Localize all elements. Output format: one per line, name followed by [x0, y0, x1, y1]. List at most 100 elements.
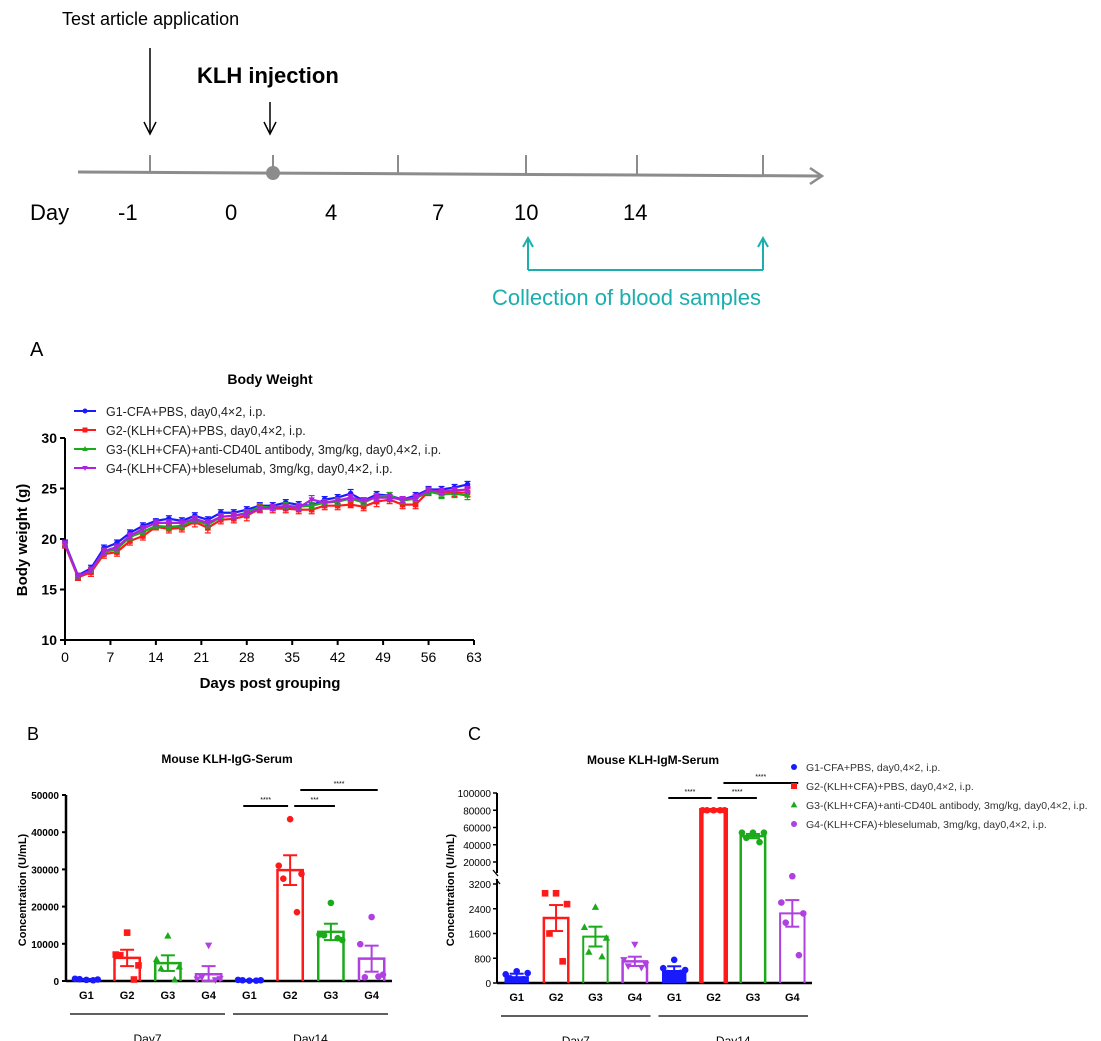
data-point: [334, 498, 341, 504]
data-point: [721, 806, 728, 814]
group-label: Day14: [716, 1034, 751, 1041]
data-point: [62, 542, 68, 548]
data-point: [205, 525, 211, 531]
data-point: [239, 976, 246, 984]
data-point: [153, 518, 159, 524]
x-tick-label: 28: [239, 649, 255, 665]
data-point: [716, 806, 724, 814]
data-point: [243, 512, 250, 519]
data-point: [178, 522, 185, 529]
category-label: G1: [667, 992, 682, 1004]
category-label: G1: [509, 992, 524, 1004]
significance-label: ****: [755, 774, 766, 781]
legend-marker: [82, 427, 88, 433]
data-point: [438, 486, 445, 493]
data-point: [243, 509, 250, 515]
data-point: [257, 976, 265, 984]
data-point: [113, 545, 121, 552]
data-point: [412, 501, 419, 508]
data-point: [117, 952, 124, 959]
data-point: [216, 976, 224, 983]
data-point: [524, 969, 531, 977]
bar-group: [738, 829, 768, 983]
data-point: [681, 966, 689, 974]
data-point: [399, 501, 406, 508]
bar: [504, 976, 529, 983]
chart-title: Mouse KLH-IgM-Serum: [587, 753, 719, 767]
data-point: [75, 574, 81, 581]
data-point: [399, 497, 406, 503]
data-point: [252, 977, 260, 984]
x-tick-label: 63: [466, 649, 482, 665]
data-point: [61, 541, 69, 548]
data-point: [166, 516, 172, 522]
bar: [276, 868, 305, 981]
x-tick-label: 14: [148, 649, 164, 665]
data-point: [282, 505, 289, 512]
data-point: [282, 499, 289, 506]
data-point: [153, 524, 159, 530]
data-point: [760, 829, 768, 836]
data-point: [280, 875, 287, 882]
group-label: Day7: [562, 1034, 590, 1041]
series-2: [62, 486, 471, 582]
data-point: [295, 506, 302, 513]
data-point: [464, 489, 471, 496]
data-point: [192, 512, 198, 519]
y-tick-label: 100000: [458, 789, 492, 800]
data-point: [347, 495, 354, 501]
bar: [113, 956, 142, 981]
data-point: [591, 903, 600, 910]
data-point: [356, 940, 364, 948]
significance-label: ****: [260, 797, 271, 804]
data-point: [192, 519, 198, 525]
data-point: [83, 976, 90, 984]
data-point: [677, 969, 685, 977]
data-point: [620, 957, 628, 964]
data-point: [282, 504, 289, 511]
data-point: [546, 930, 553, 937]
data-point: [256, 505, 263, 512]
data-point: [379, 971, 387, 978]
data-point: [580, 923, 589, 930]
data-point: [756, 838, 763, 846]
bar: [621, 960, 649, 983]
data-point: [425, 488, 432, 495]
data-point: [347, 495, 354, 501]
data-point: [412, 495, 419, 501]
data-point: [191, 516, 198, 523]
y-tick-label: 3200: [469, 880, 492, 891]
y-tick-label: 1600: [469, 930, 492, 941]
data-point: [135, 962, 142, 969]
data-point: [320, 931, 328, 939]
data-point: [152, 522, 159, 529]
data-point: [360, 498, 367, 504]
data-point: [88, 565, 94, 572]
data-point: [338, 936, 346, 944]
y-tick-label: 800: [474, 954, 491, 965]
x-tick-label: 49: [375, 649, 391, 665]
y-axis-label: Concentration (U/mL): [17, 833, 29, 946]
data-point: [165, 520, 172, 527]
bar-group: [778, 872, 807, 983]
bar-group: [502, 967, 531, 983]
bar: [73, 979, 100, 981]
x-tick-label: 42: [330, 649, 346, 665]
data-point: [204, 521, 211, 528]
chart-title: Body Weight: [227, 371, 313, 387]
data-point: [139, 528, 146, 535]
klh-marker: [266, 166, 280, 180]
legend-marker: [82, 446, 88, 451]
y-tick-label: 30000: [31, 865, 59, 876]
category-label: G3: [324, 990, 339, 1002]
data-point: [234, 976, 242, 984]
x-tick-label: 7: [107, 649, 115, 665]
data-point: [778, 899, 785, 906]
data-point: [399, 497, 406, 503]
bar-group: [620, 941, 650, 983]
data-point: [386, 492, 393, 499]
data-point: [308, 502, 315, 509]
day-tick: 0: [225, 200, 237, 225]
data-point: [782, 919, 790, 926]
data-point: [140, 523, 146, 529]
